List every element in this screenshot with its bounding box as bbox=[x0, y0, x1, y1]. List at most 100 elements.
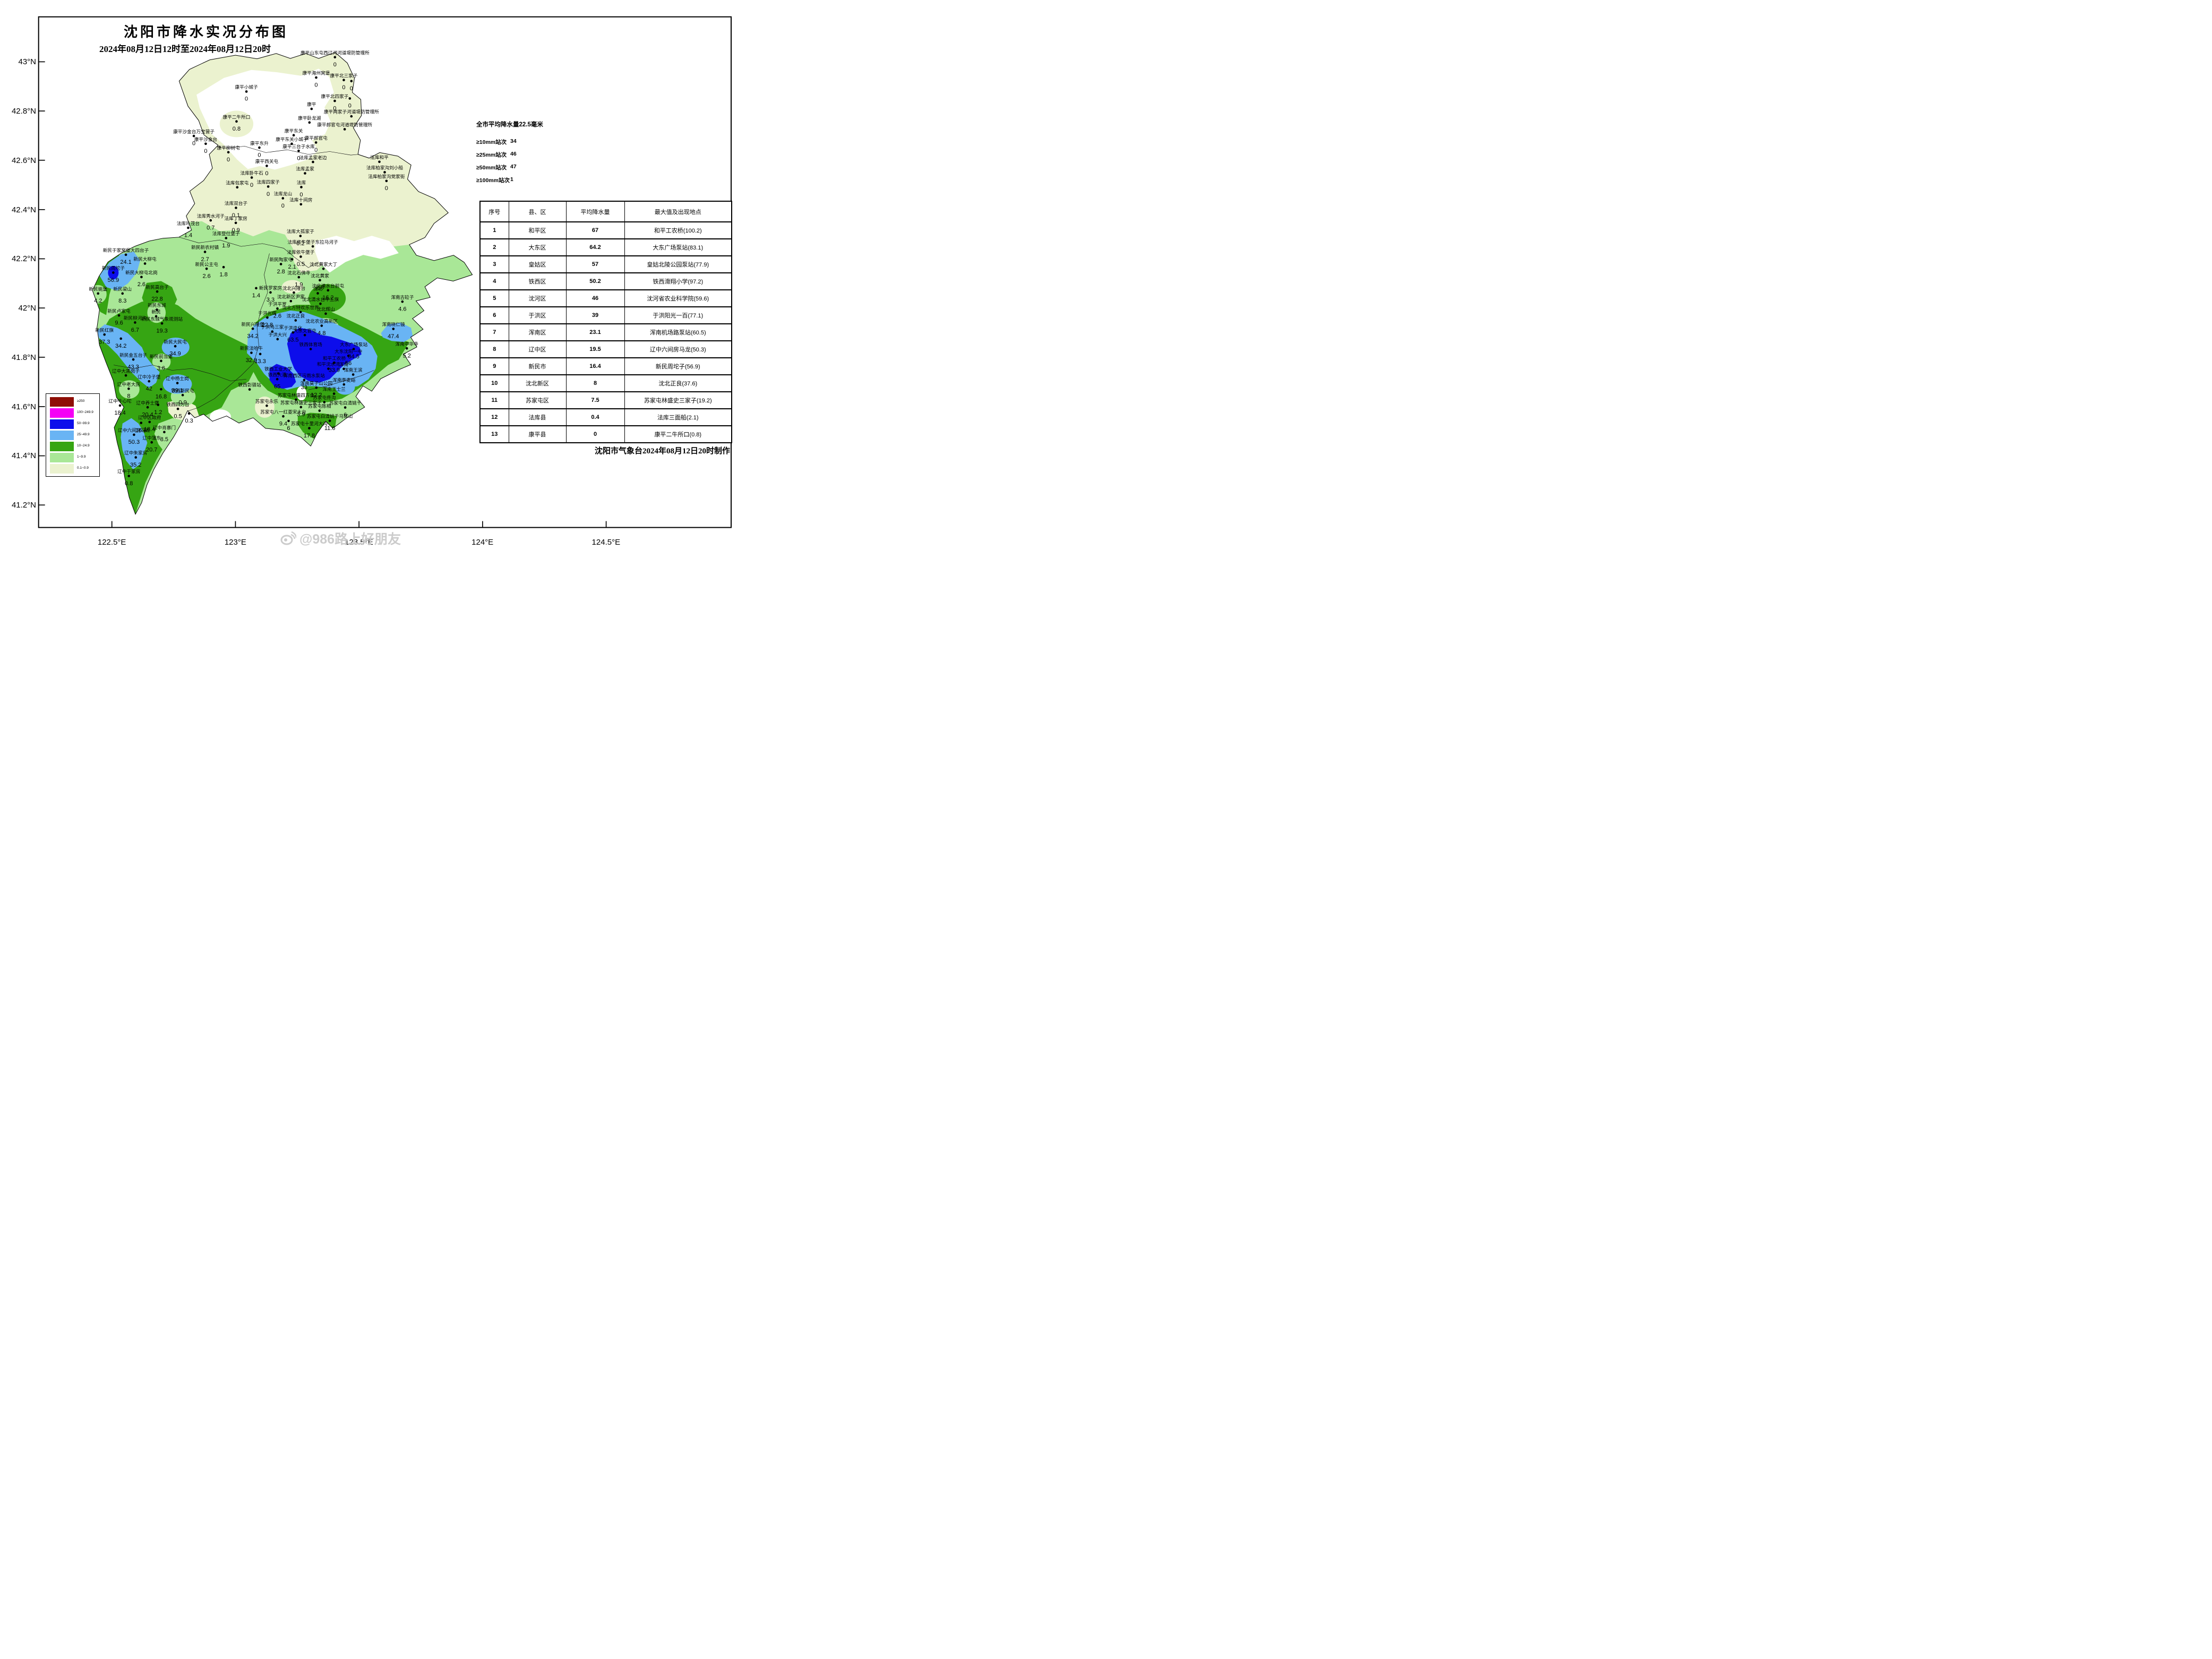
station-dot bbox=[323, 401, 326, 403]
station: 沈北 bbox=[313, 286, 322, 295]
station-dot bbox=[289, 299, 293, 303]
station: 辽中杨士岗 39.1 bbox=[166, 375, 188, 394]
station: 新民大柳屯 bbox=[133, 256, 157, 265]
station-name: 铁西体育场 bbox=[299, 341, 322, 347]
table-cell: 23.1 bbox=[565, 323, 625, 341]
table-cell: 67 bbox=[565, 221, 625, 239]
station: 0 bbox=[350, 80, 353, 92]
station-name: 苏家屯八一红菱宋大台 bbox=[260, 409, 306, 415]
station-value: 1.8 bbox=[219, 271, 227, 278]
station-name: 康平东关小城子 bbox=[276, 136, 308, 142]
station-dot bbox=[163, 431, 166, 434]
station-dot bbox=[112, 271, 115, 274]
station: 法库丁家房 0.9 bbox=[224, 215, 247, 234]
station: 沈北辉山 bbox=[316, 306, 335, 315]
station-dot bbox=[127, 475, 131, 477]
station: 1.4 bbox=[252, 287, 260, 299]
station-dot bbox=[352, 348, 355, 350]
station-name: 新民罗家房 bbox=[259, 285, 282, 291]
station-name: 沈北清水台前屯 bbox=[312, 283, 345, 289]
station-name: 大东文官屯 bbox=[293, 328, 316, 333]
station: 辽中蒲东 20.7 bbox=[142, 435, 161, 453]
station-dot bbox=[378, 160, 381, 164]
table-row: 13 康平县 0 康平二牛所口(0.8) bbox=[479, 425, 732, 443]
station-value: 0 bbox=[250, 182, 253, 188]
station-name: 苏家屯白清姚千 bbox=[329, 400, 362, 406]
station: 浑南古砬子 4.6 bbox=[391, 294, 414, 313]
table-cell: 8 bbox=[479, 340, 509, 358]
station-dot bbox=[276, 338, 279, 341]
station-dot bbox=[300, 186, 303, 188]
station-name: 辽中朱家房 bbox=[124, 450, 147, 455]
station-value: 20.4 bbox=[142, 412, 153, 418]
station-name: 法库丁家房 bbox=[224, 215, 247, 221]
region-white-pocket-linsheng bbox=[296, 386, 307, 401]
stat-label: ≥25mm站次 bbox=[476, 152, 507, 158]
station-name: 辽中蒲东 bbox=[142, 435, 161, 441]
station-dot bbox=[134, 321, 136, 324]
station-dot bbox=[265, 165, 268, 167]
station-dot bbox=[258, 146, 261, 149]
station-dot bbox=[192, 134, 195, 137]
station-value: 0.7 bbox=[207, 225, 215, 231]
station-value: 0.8 bbox=[125, 480, 133, 487]
station: 新民梁山 8.3 bbox=[113, 286, 132, 305]
station-dot bbox=[350, 80, 353, 83]
table-cell: 沈北正良(37.6) bbox=[624, 374, 732, 392]
station-value: 0.8 bbox=[233, 126, 241, 132]
table-cell: 19.5 bbox=[565, 340, 625, 358]
station: 大东文官屯 bbox=[293, 328, 316, 337]
station: 辽中肖寨门 8.5 bbox=[153, 425, 176, 443]
station: 法库登仕堡子 1.9 bbox=[212, 230, 240, 249]
station-name: 浑南西区污雨水泵站 bbox=[284, 373, 325, 379]
station-dot bbox=[234, 221, 237, 225]
station: 康平柳树屯 0 bbox=[217, 144, 240, 163]
station-value: 0 bbox=[333, 105, 336, 111]
y-tick-label: 41.8°N bbox=[11, 353, 36, 362]
station-dot bbox=[277, 372, 280, 375]
station-name: 辽中老大房 bbox=[117, 381, 140, 387]
station: 法库叶茂台 1.4 bbox=[177, 220, 200, 239]
legend-swatch bbox=[50, 397, 74, 407]
station-name: 康平卧龙湖 bbox=[298, 115, 321, 121]
station-name: 于洪平罗 bbox=[268, 301, 287, 307]
station-dot bbox=[187, 412, 191, 415]
station-dot bbox=[265, 404, 268, 407]
table-cell: 皇姑区 bbox=[508, 255, 567, 273]
station-dot bbox=[176, 407, 179, 410]
station-name: 新民法哈牛 bbox=[240, 345, 263, 351]
station-value: 0.5 bbox=[297, 261, 305, 268]
legend-label: 100~249.9 bbox=[77, 410, 93, 414]
region-blue-liujianfang bbox=[121, 418, 148, 470]
station-value: 0 bbox=[297, 155, 300, 161]
region-pale-xinglongtai bbox=[281, 280, 303, 294]
station-dot bbox=[385, 179, 388, 183]
station: 铁西四方台 0.5 bbox=[166, 401, 189, 420]
station: 苏家屯白清姚千 6 bbox=[329, 400, 362, 418]
station-name: 辽中六间房马龙 bbox=[118, 427, 150, 433]
station-name: 法库叶茂台 bbox=[177, 220, 200, 226]
station: 34.2 bbox=[115, 337, 126, 349]
station-dot bbox=[143, 262, 147, 265]
station: 和平工农桥 33.9 bbox=[323, 355, 346, 374]
table-cell: 3 bbox=[479, 255, 509, 273]
station-dot bbox=[294, 319, 297, 322]
station-value: 0 bbox=[204, 148, 207, 154]
station-value: 0.9 bbox=[232, 227, 239, 234]
station: 康平二牛所口 0.8 bbox=[222, 114, 250, 132]
table-cell: 16.4 bbox=[565, 357, 625, 375]
station-dot bbox=[308, 427, 311, 429]
station-name: 浑南 bbox=[339, 362, 349, 367]
station-name: 法库大孤家子 bbox=[287, 228, 314, 234]
station: 新民金五台子 43.3 bbox=[119, 352, 147, 371]
station-value: 6 bbox=[287, 425, 290, 432]
table-cell: 6 bbox=[479, 306, 509, 324]
station: 沈北正良 bbox=[286, 313, 305, 322]
table-cell: 5 bbox=[479, 289, 509, 307]
station-dot bbox=[303, 333, 306, 337]
station-value: 0 bbox=[314, 82, 318, 88]
table-cell: 1 bbox=[479, 221, 509, 239]
